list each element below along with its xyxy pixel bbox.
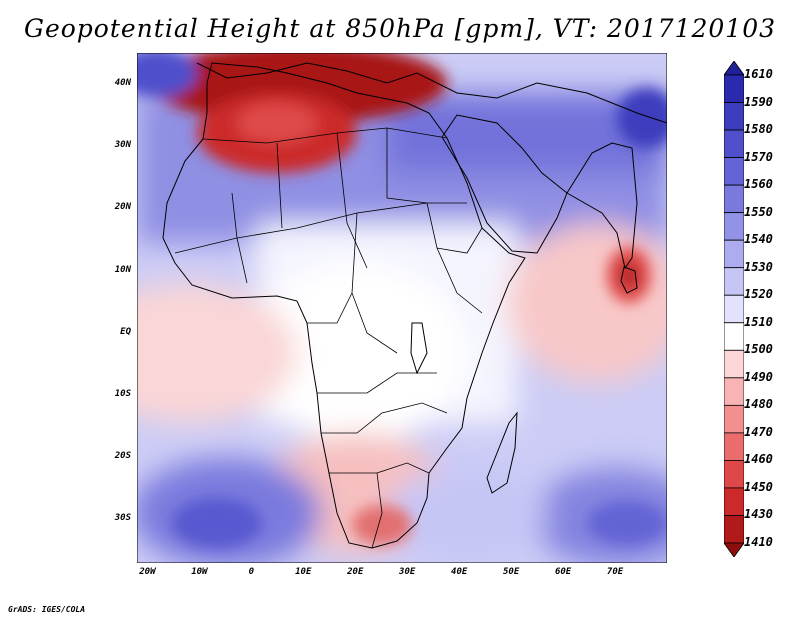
colorbar-level-1610: 1610 — [744, 67, 773, 81]
lon-label-20w: 20W — [139, 567, 156, 577]
colorbar-level-1480: 1480 — [744, 397, 773, 412]
colorbar-swatch — [724, 294, 744, 324]
colorbar-swatch — [724, 487, 744, 516]
lat-label-10n: 10N — [114, 264, 131, 275]
colorbar-level-1540: 1540 — [744, 232, 773, 247]
colorbar-level-1510: 1510 — [744, 314, 773, 329]
lon-label-50e: 50E — [502, 567, 520, 577]
colorbar-level-1460: 1460 — [744, 452, 773, 467]
colorbar-bottom-arrow — [724, 542, 744, 557]
map-title: Geopotential Height at 850hPa [gpm], VT:… — [23, 14, 777, 43]
lat-label-40n: 40N — [114, 78, 131, 89]
contour-map — [137, 53, 667, 563]
madagascar-coastline — [486, 411, 518, 494]
colorbar-level-1560: 1560 — [744, 177, 773, 192]
colorbar-level-1580: 1580 — [744, 122, 773, 137]
colorbar-swatch — [724, 239, 744, 269]
colorbar-level-1470: 1470 — [744, 424, 773, 439]
colorbar-swatch — [724, 349, 744, 379]
colorbar-swatch — [724, 102, 744, 131]
lon-label-40e: 40E — [451, 567, 468, 577]
height-field — [137, 93, 667, 563]
colorbar-swatch — [724, 267, 744, 296]
colorbar-top-arrow — [724, 61, 744, 76]
strong-centers — [137, 53, 667, 548]
colorbar-swatch — [724, 460, 744, 489]
colorbar-level-1500: 1500 — [744, 342, 773, 357]
colorbar-level-1430: 1430 — [744, 507, 773, 522]
lat-label-20n: 20N — [114, 202, 131, 213]
lon-label-30e: 30E — [399, 567, 416, 577]
lat-label-eq: EQ — [120, 326, 131, 337]
colorbar-level-1550: 1550 — [744, 204, 773, 219]
sri-lanka-coastline — [620, 266, 638, 294]
lon-label-10e: 10E — [295, 567, 312, 577]
colorbar-swatch — [724, 184, 744, 214]
colorbar-swatch — [724, 322, 744, 351]
lon-label-0: 0 — [248, 567, 255, 577]
colorbar-swatch — [724, 515, 744, 544]
lon-label-70e: 70E — [606, 567, 624, 577]
country-borders — [174, 127, 483, 549]
colorbar-level-1570: 1570 — [744, 149, 773, 164]
lat-label-20s: 20S — [114, 451, 131, 462]
colorbar-swatch — [724, 157, 744, 186]
colorbar-swatch — [724, 404, 744, 434]
colorbar-level-1410: 1410 — [744, 535, 773, 549]
colorbar-level-1520: 1520 — [744, 287, 773, 302]
colorbar-level-1450: 1450 — [744, 479, 773, 494]
lon-label-20e: 20E — [347, 567, 364, 577]
colorbar-level-1490: 1490 — [744, 369, 773, 384]
colorbar — [724, 61, 744, 557]
lake-victoria-outline — [410, 322, 428, 375]
europe-asia-coastline — [196, 62, 667, 124]
colorbar-swatch — [724, 129, 744, 158]
coastlines — [162, 62, 667, 549]
colorbar-swatch — [724, 377, 744, 406]
india-coastline — [566, 142, 638, 270]
lat-label-30s: 30S — [114, 513, 131, 524]
lon-label-10w: 10W — [191, 567, 208, 577]
lon-label-60e: 60E — [554, 567, 572, 577]
map-area[interactable] — [137, 53, 667, 563]
colorbar-swatch — [724, 212, 744, 241]
lat-label-10s: 10S — [114, 389, 131, 400]
colorbar-swatch — [724, 432, 744, 461]
colorbar-level-1590: 1590 — [744, 94, 773, 109]
arabian-peninsula-coastline — [441, 114, 568, 254]
colorbar-level-1530: 1530 — [744, 259, 773, 274]
grads-credit: GrADS: IGES/COLA — [8, 605, 86, 614]
colorbar-swatch — [724, 74, 744, 103]
lat-label-30n: 30N — [114, 140, 131, 151]
